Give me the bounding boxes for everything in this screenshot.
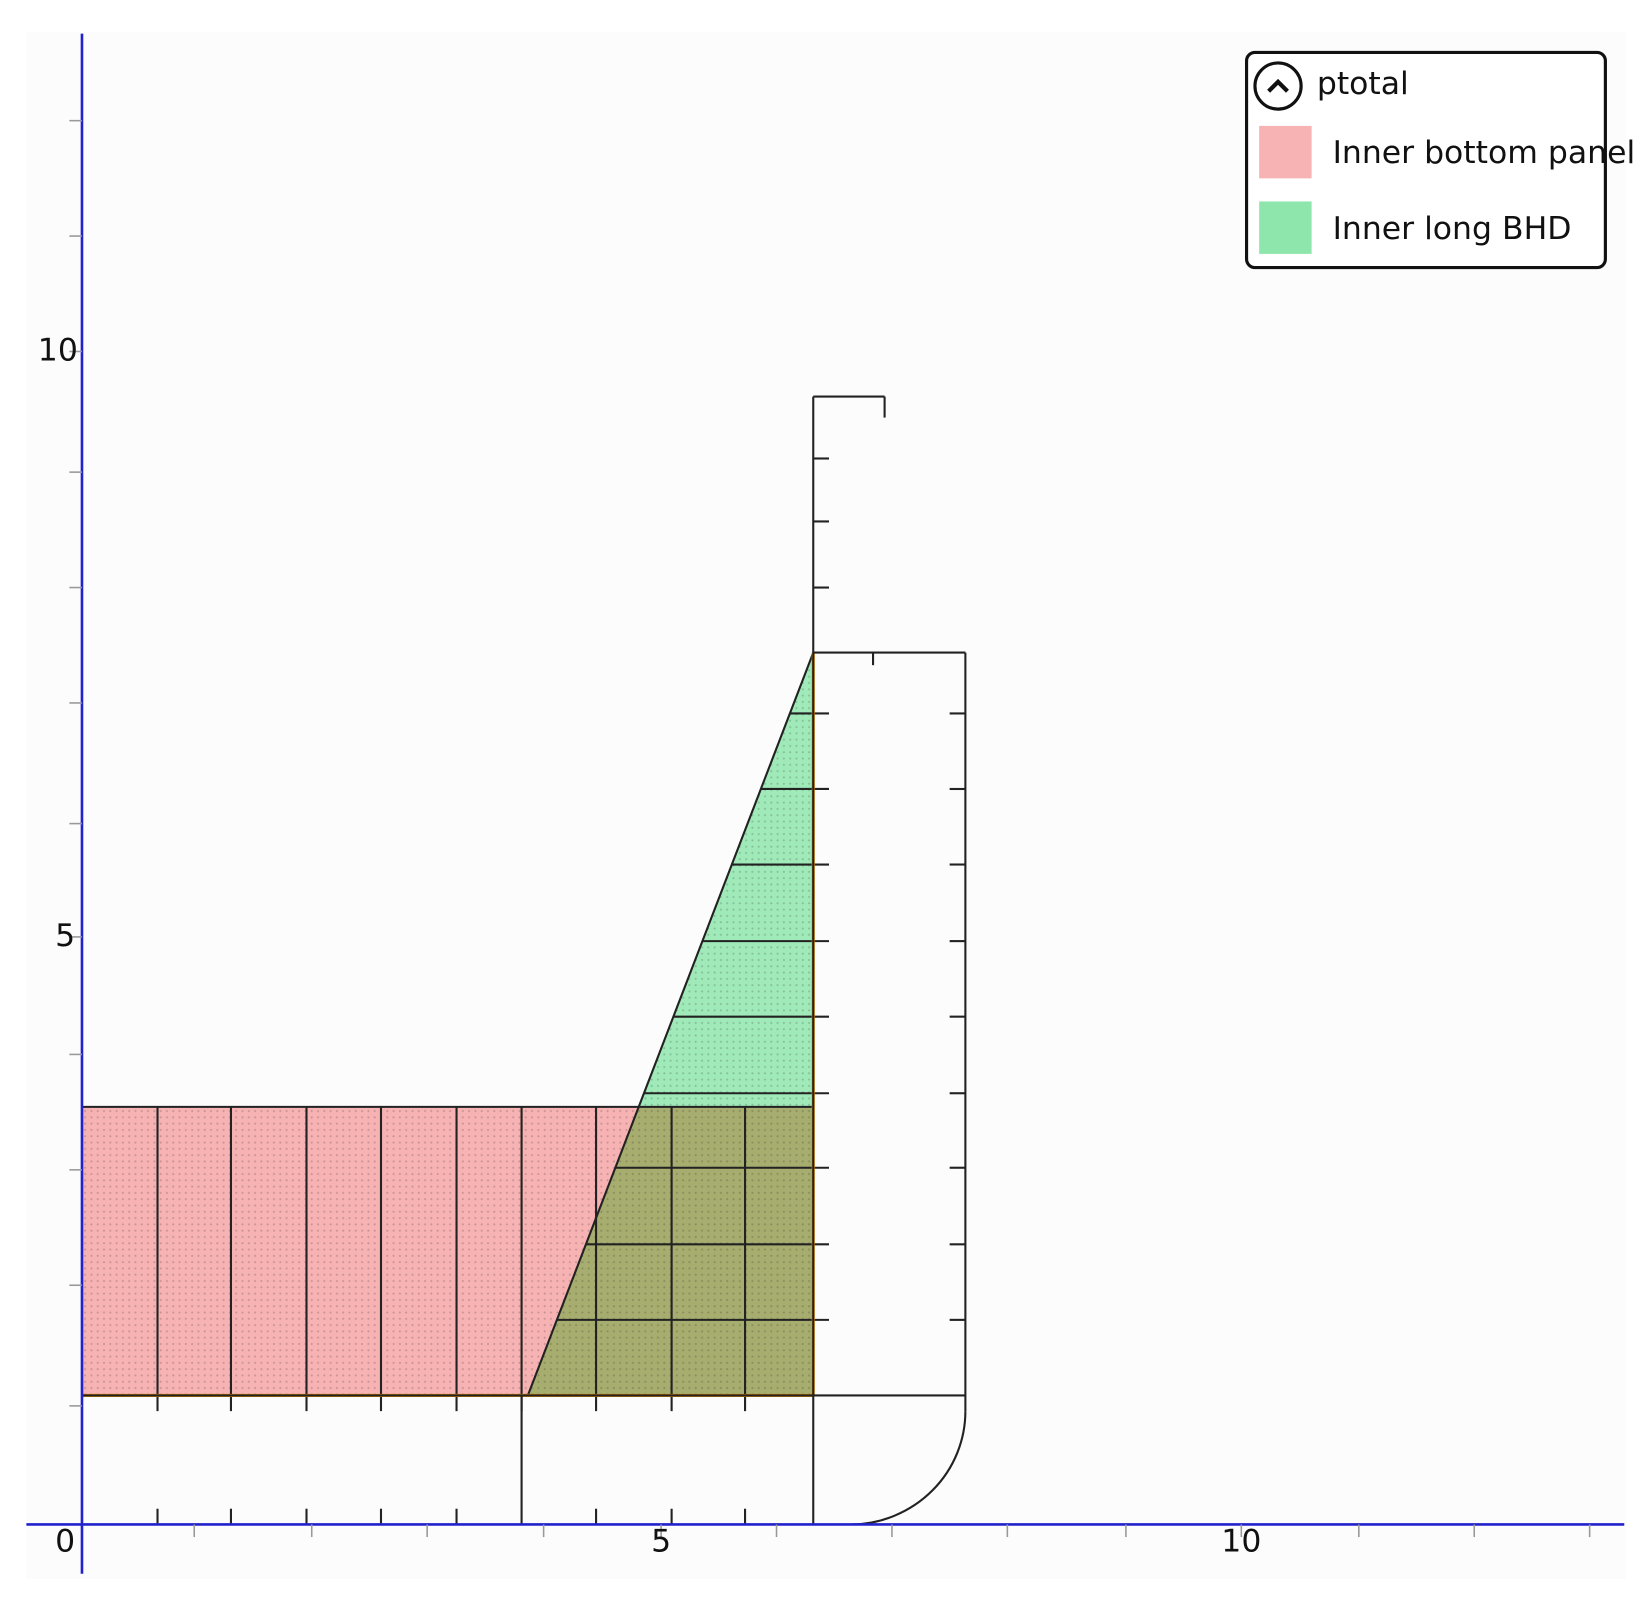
x-tick-label: 5	[651, 1523, 671, 1559]
x-tick-label: 0	[55, 1523, 75, 1559]
legend-swatch	[1259, 201, 1312, 254]
y-tick-label: 10	[38, 332, 78, 368]
legend-label: Inner bottom panel	[1333, 135, 1636, 171]
legend-title: ptotal	[1317, 66, 1409, 102]
bilge	[852, 1411, 967, 1526]
line	[526, 652, 815, 1396]
y-tick-label: 5	[55, 918, 75, 954]
x-tick-label: 10	[1221, 1523, 1261, 1559]
legend-swatch	[1259, 125, 1312, 179]
legend-box	[1244, 50, 1607, 270]
legend-label: Inner long BHD	[1333, 211, 1572, 247]
legend-collapse-button[interactable]	[1253, 61, 1303, 111]
button-circle	[1253, 61, 1303, 111]
dots-mask	[81, 652, 814, 1107]
chevron	[1267, 78, 1289, 93]
